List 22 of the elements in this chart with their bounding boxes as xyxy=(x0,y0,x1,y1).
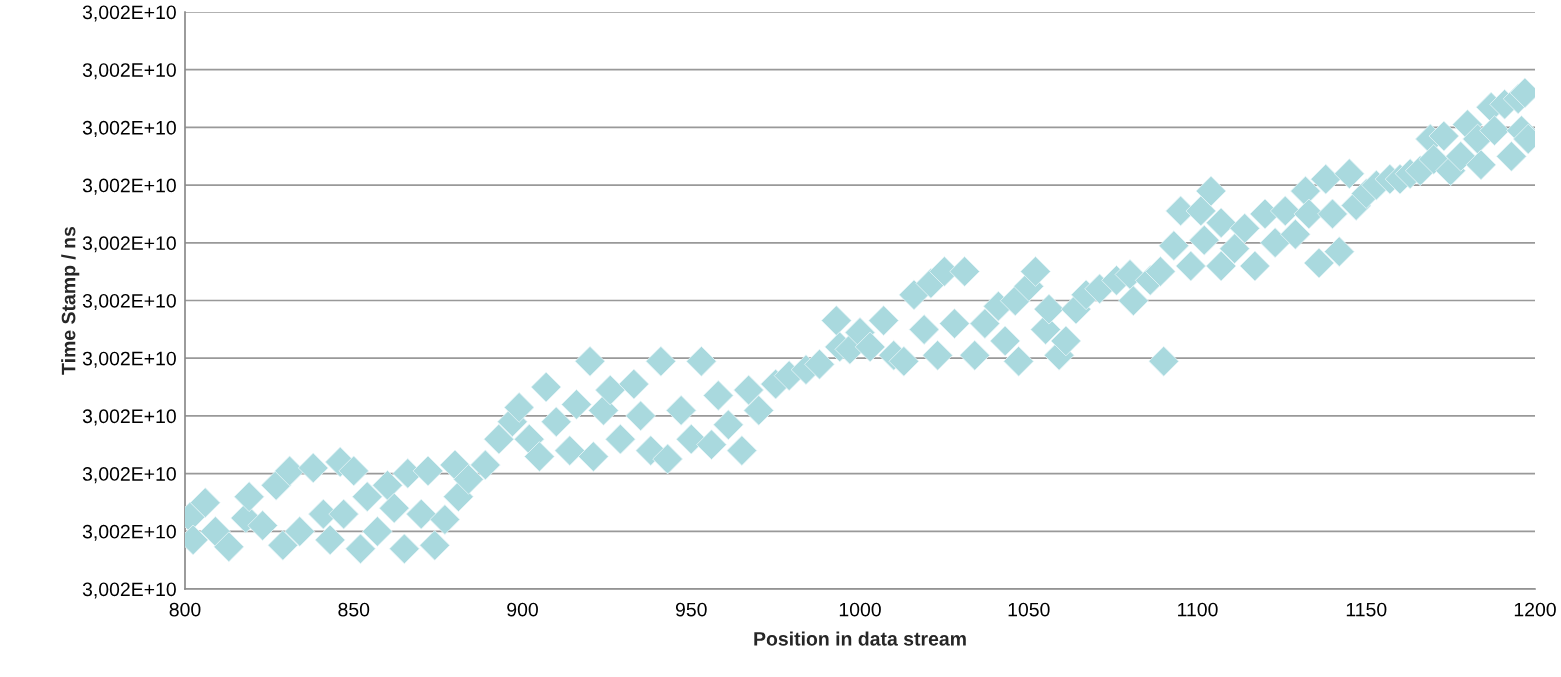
x-tick-label: 1000 xyxy=(839,602,881,617)
x-tick-label: 800 xyxy=(169,602,201,617)
category-label: 3,002E+10 xyxy=(82,351,176,368)
x-tick-label: 1200 xyxy=(1514,602,1556,617)
category-label: 3,002E+10 xyxy=(82,293,176,311)
y-axis-title: Time Stamp / ns xyxy=(61,226,80,375)
category-label: 3,002E+10 xyxy=(82,120,176,137)
category-label: 3,002E+10 xyxy=(82,467,176,484)
category-label: 3,002E+10 xyxy=(82,5,176,22)
x-tick-label: 1150 xyxy=(1346,602,1387,617)
x-axis-title: Position in data stream xyxy=(754,631,966,646)
category-label: 3,002E+10 xyxy=(82,582,176,599)
x-tick-label: 1050 xyxy=(1008,602,1050,617)
category-label: 3,002E+10 xyxy=(82,236,176,253)
category-label: 3,002E+10 xyxy=(82,178,176,195)
category-label: 3,002E+10 xyxy=(82,524,176,541)
x-tick-label: 850 xyxy=(338,602,370,617)
x-tick-label: 900 xyxy=(507,602,538,617)
x-tick-label: 1100 xyxy=(1178,602,1218,617)
x-tick-label: 950 xyxy=(675,602,707,617)
category-label: 3,002E+10 xyxy=(82,409,176,426)
category-label: 3,002E+10 xyxy=(82,63,176,80)
